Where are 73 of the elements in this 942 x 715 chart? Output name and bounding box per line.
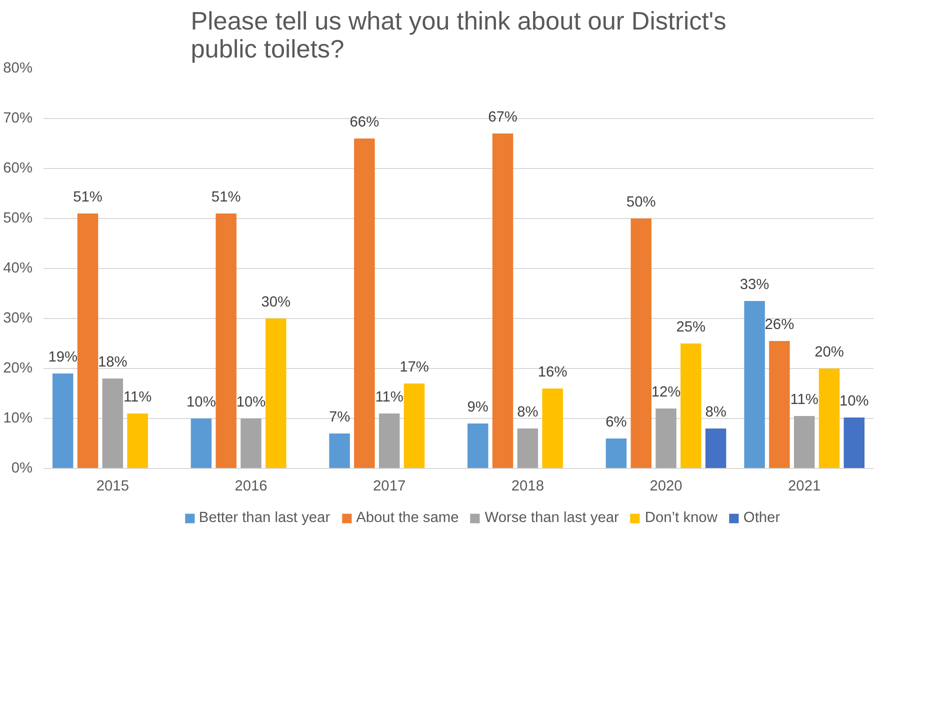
data-label: 18% bbox=[98, 354, 128, 370]
data-label: 67% bbox=[488, 110, 518, 126]
bar bbox=[680, 344, 702, 468]
data-label: 6% bbox=[606, 414, 627, 430]
data-label: 9% bbox=[467, 400, 488, 416]
data-label: 19% bbox=[48, 350, 78, 366]
data-label: 8% bbox=[517, 404, 538, 420]
bar bbox=[769, 341, 790, 468]
bar bbox=[467, 424, 488, 468]
x-tick-label: 2020 bbox=[650, 478, 682, 494]
bar bbox=[329, 434, 350, 468]
data-label: 51% bbox=[211, 190, 241, 206]
data-label: 25% bbox=[676, 320, 706, 336]
bar bbox=[404, 384, 425, 468]
bar bbox=[517, 428, 538, 468]
bar bbox=[744, 301, 765, 468]
y-tick-label: 60% bbox=[3, 160, 33, 176]
data-label: 10% bbox=[839, 394, 869, 410]
y-tick-label: 30% bbox=[3, 310, 33, 326]
x-tick-label: 2018 bbox=[511, 478, 544, 494]
data-label: 7% bbox=[328, 410, 350, 426]
data-label: 26% bbox=[764, 317, 794, 333]
bar bbox=[844, 418, 865, 468]
bar bbox=[240, 418, 262, 468]
data-label: 20% bbox=[814, 344, 844, 360]
bar bbox=[705, 428, 726, 468]
y-tick-label: 80% bbox=[3, 60, 33, 76]
bar bbox=[216, 214, 236, 468]
y-tick-label: 0% bbox=[11, 460, 33, 476]
bar bbox=[492, 134, 514, 468]
y-tick-label: 70% bbox=[3, 110, 33, 126]
bar bbox=[102, 378, 124, 468]
bar bbox=[542, 388, 563, 468]
y-tick-label: 10% bbox=[3, 410, 33, 426]
x-tick-label: 2016 bbox=[234, 478, 268, 494]
x-tick-label: 2015 bbox=[96, 478, 129, 494]
data-label: 66% bbox=[350, 114, 380, 130]
bar bbox=[794, 416, 815, 468]
y-tick-label: 20% bbox=[3, 360, 33, 376]
bar bbox=[190, 418, 212, 468]
bar bbox=[127, 414, 148, 468]
data-label: 11% bbox=[123, 390, 152, 406]
data-label: 10% bbox=[236, 394, 266, 410]
x-tick-label: 2017 bbox=[373, 478, 406, 494]
data-label: 33% bbox=[740, 277, 770, 293]
bar bbox=[77, 214, 98, 468]
data-label: 17% bbox=[400, 360, 429, 376]
x-tick-label: 2021 bbox=[788, 478, 821, 494]
legend-label: About the same bbox=[356, 510, 459, 526]
legend-label: Don’t know bbox=[644, 510, 718, 526]
data-label: 16% bbox=[538, 364, 568, 380]
legend-label: Other bbox=[743, 510, 780, 526]
legend-label: Worse than last year bbox=[484, 510, 619, 526]
data-label: 30% bbox=[261, 294, 291, 310]
data-label: 12% bbox=[651, 384, 681, 400]
bar bbox=[266, 318, 286, 468]
chart-title: Please tell us what you think about our District's public toilets? bbox=[190, 8, 726, 64]
y-tick-label: 50% bbox=[3, 210, 33, 226]
legend-label: Better than last year bbox=[198, 510, 330, 526]
data-label: 51% bbox=[73, 190, 102, 206]
data-label: 10% bbox=[186, 394, 216, 410]
bar bbox=[656, 408, 676, 468]
bar bbox=[630, 218, 652, 468]
data-label: 50% bbox=[626, 194, 656, 210]
bar bbox=[606, 438, 627, 468]
data-label: 11% bbox=[375, 390, 404, 406]
y-tick-label: 40% bbox=[3, 260, 33, 276]
data-label: 8% bbox=[705, 404, 726, 420]
data-label: 11% bbox=[790, 392, 818, 408]
bar bbox=[52, 374, 74, 468]
bar bbox=[354, 138, 375, 468]
bar bbox=[818, 368, 840, 468]
bar bbox=[378, 414, 400, 468]
